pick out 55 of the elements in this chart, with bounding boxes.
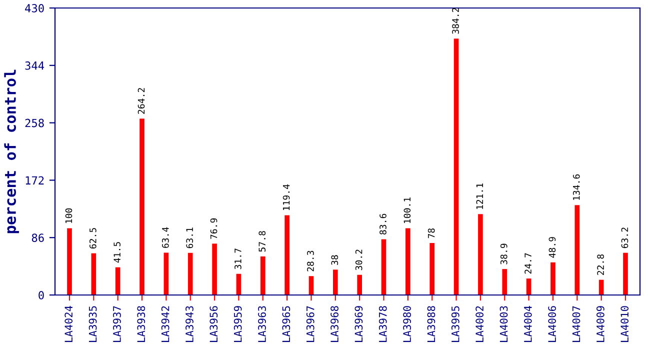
y-tick-label: 0 [38, 291, 44, 300]
x-tick-label: LA4002 [476, 306, 484, 342]
data-label: 31.7 [234, 248, 242, 270]
data-label: 63.4 [162, 227, 169, 248]
data-label: 134.6 [572, 174, 580, 200]
x-tick-label: LA3988 [427, 306, 436, 342]
x-tick-label: LA3935 [88, 306, 97, 342]
y-tick-label: 430 [25, 4, 44, 12]
data-label: 57.8 [258, 231, 266, 252]
x-tick-label: LA3980 [403, 306, 411, 342]
x-tick-label: LA3937 [113, 306, 121, 342]
data-label: 78 [428, 228, 435, 238]
x-tick-label: LA3959 [234, 306, 242, 342]
data-label: 76.9 [210, 218, 218, 239]
data-label: 121.1 [476, 183, 483, 209]
x-tick-label: LA4009 [596, 306, 604, 342]
x-tick-label: LA3956 [210, 306, 218, 342]
data-label: 28.3 [307, 250, 314, 272]
y-tick-label: 172 [26, 176, 44, 184]
data-label: 100.1 [404, 197, 411, 223]
data-label: 63.2 [621, 228, 628, 248]
data-label: 83.6 [380, 214, 386, 234]
data-label: 38 [331, 255, 338, 265]
x-tick-label: LA3969 [354, 306, 363, 342]
x-tick-label: LA4006 [548, 306, 556, 342]
x-tick-label: LA3942 [161, 306, 170, 342]
x-tick-label: LA3943 [186, 306, 194, 342]
x-tick-label: LA4010 [620, 306, 629, 342]
data-label: 48.9 [548, 237, 556, 258]
x-tick-label: LA4024 [64, 306, 73, 342]
y-tick-label: 258 [25, 118, 44, 128]
x-tick-label: LA4004 [524, 306, 532, 342]
data-label: 264.2 [138, 88, 145, 114]
data-label: 384.2 [452, 8, 459, 34]
x-tick-label: LA3978 [378, 306, 387, 342]
data-label: 30.2 [355, 250, 362, 270]
x-tick-label: LA4007 [572, 306, 580, 342]
data-label: 119.4 [282, 184, 290, 210]
data-label: 24.7 [524, 253, 532, 274]
y-tick-label: 86 [32, 234, 44, 242]
data-label: 22.8 [597, 254, 604, 275]
x-tick-label: LA3963 [258, 306, 266, 342]
y-axis-title: percent of control [4, 70, 19, 234]
x-tick-label: LA3968 [330, 306, 338, 342]
data-label: 62.5 [89, 228, 96, 249]
data-label: 38.9 [500, 244, 508, 264]
x-tick-label: LA4003 [500, 306, 508, 342]
y-tick-label: 344 [25, 61, 44, 70]
data-label: 63.1 [186, 228, 194, 248]
x-tick-label: LA3967 [306, 306, 314, 342]
data-label: 100 [65, 208, 72, 224]
x-tick-label: LA3965 [282, 306, 290, 342]
x-tick-label: LA3995 [451, 306, 460, 342]
data-label: 41.5 [114, 242, 120, 263]
x-tick-label: LA3938 [137, 306, 146, 342]
